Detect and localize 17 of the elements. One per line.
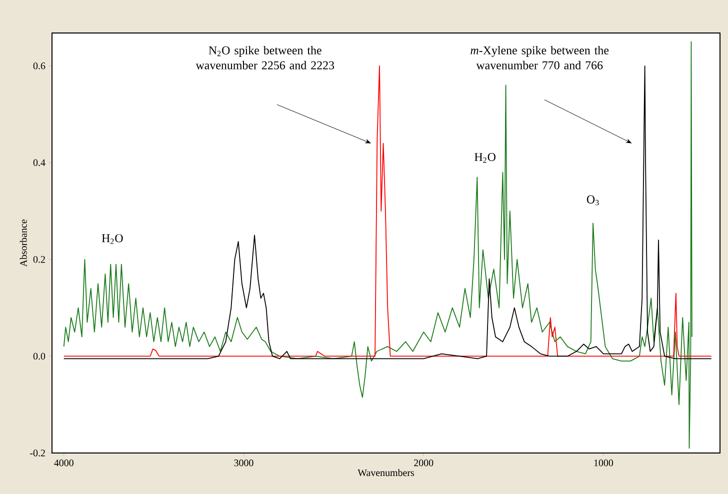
x-tick-label: 4000 <box>54 460 74 466</box>
x-axis-title: Wavenumbers <box>358 469 414 476</box>
x-tick-label: 2000 <box>414 460 434 466</box>
line-series <box>63 41 692 449</box>
annotation: H$_{2}$O <box>102 234 123 244</box>
annotation: N$_{2}$O spike between the wavenumber 2256 and 2223 <box>196 46 334 70</box>
y-axis-title: Absorbance <box>20 220 27 267</box>
annotation: H$_{2}$O <box>474 152 496 163</box>
x-tick-label: 1000 <box>594 460 614 466</box>
annotation: O$_{3}$ <box>586 195 599 206</box>
y-tick-label: 0.4 <box>33 159 46 166</box>
x-tick-label: 3000 <box>234 460 254 466</box>
annotation: m-Xylene spike between the wavenumber 770 and 766 <box>470 46 609 70</box>
y-tick-label: 0.6 <box>33 62 46 70</box>
y-tick-label: 0.0 <box>33 352 46 360</box>
y-tick-label: 0.2 <box>33 256 45 263</box>
y-tick-label: -0.2 <box>30 450 45 456</box>
